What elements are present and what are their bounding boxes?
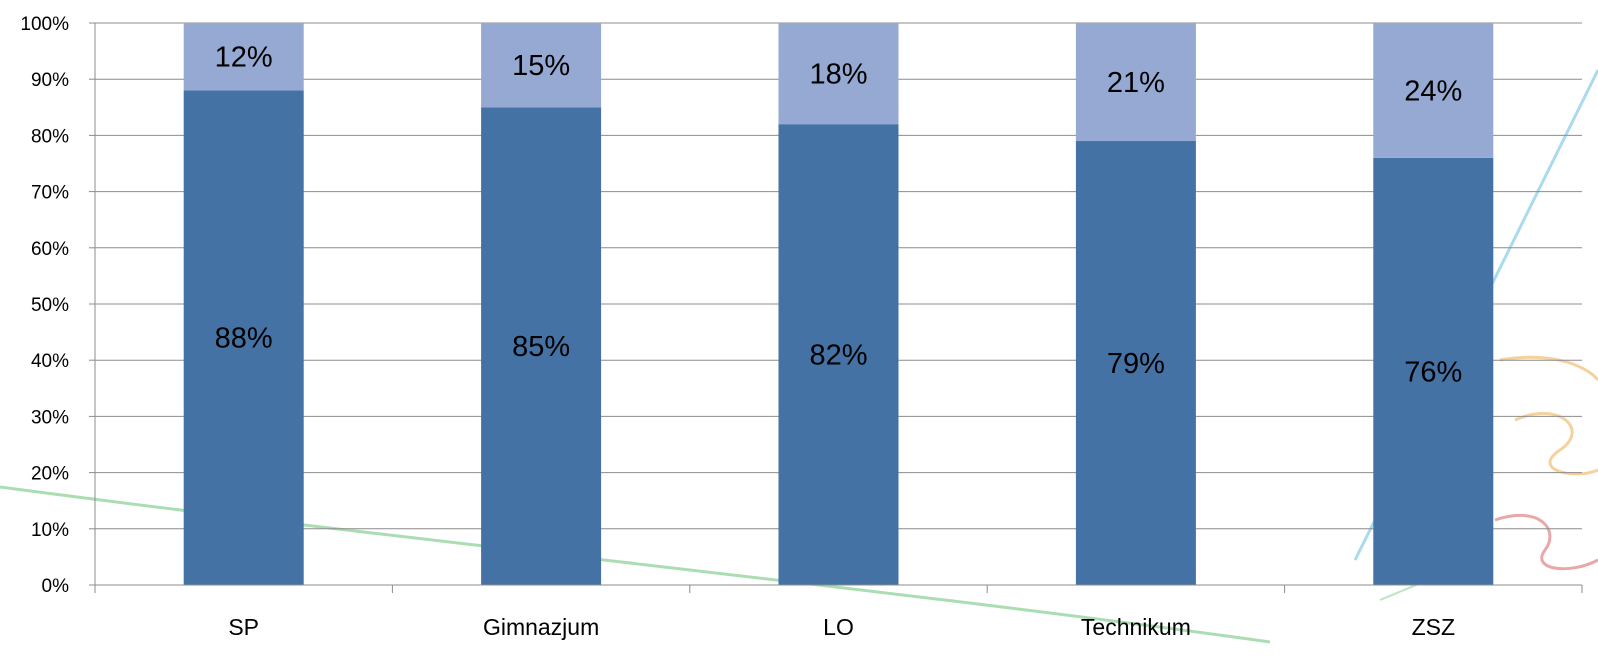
bar-segment-series1: [778, 23, 899, 125]
decor-red-line: [1494, 514, 1598, 571]
data-label: 88%: [215, 323, 273, 355]
y-tick-label: 50%: [31, 295, 69, 316]
x-tick-label: ZSZ: [1412, 614, 1455, 640]
y-tick-label: 80%: [31, 126, 69, 147]
bar-segment-series0: [778, 124, 899, 585]
bar-segment-series0: [1373, 157, 1494, 585]
data-label: 18%: [809, 59, 867, 91]
bar-segment-series0: [481, 107, 602, 586]
labels-group: 0% 10% 20% 30% 40% 50% 60% 70% 80% 90% 100% 88% 12% S…: [20, 14, 1462, 640]
y-tick-label: 60%: [31, 239, 69, 260]
y-tick-label: 10%: [31, 520, 69, 541]
decor-orange-line: [1499, 355, 1598, 476]
y-tick-label: 20%: [31, 464, 69, 485]
data-label: 12%: [215, 42, 273, 74]
x-tick-label: SP: [228, 614, 259, 640]
data-label: 85%: [512, 331, 570, 363]
bar-segment-series0: [183, 90, 304, 585]
y-tick-label: 70%: [31, 183, 69, 204]
bar-segment-series1: [1075, 23, 1196, 142]
data-label: 82%: [809, 340, 867, 372]
bar-segment-series1: [481, 23, 602, 108]
decor-green-line: [0, 485, 1271, 644]
x-tick-label: Gimnazjum: [483, 614, 599, 640]
data-label: 76%: [1404, 356, 1462, 388]
bars-group: [183, 23, 1494, 586]
bar-segment-series1: [1373, 23, 1494, 158]
y-tick-label: 100%: [20, 14, 69, 35]
data-label: 21%: [1107, 67, 1165, 99]
axes-group: [89, 22, 1583, 593]
data-label: 24%: [1404, 75, 1462, 107]
y-tick-label: 40%: [31, 351, 69, 372]
x-tick-label: Technikum: [1081, 614, 1191, 640]
y-tick-label: 90%: [31, 70, 69, 91]
bar-segment-series0: [1075, 141, 1196, 585]
y-tick-label: 0%: [42, 576, 70, 597]
y-tick-label: 30%: [31, 407, 69, 428]
data-label: 79%: [1107, 348, 1165, 380]
bar-segment-series1: [183, 23, 304, 91]
x-tick-label: LO: [823, 614, 854, 640]
data-label: 15%: [512, 50, 570, 82]
